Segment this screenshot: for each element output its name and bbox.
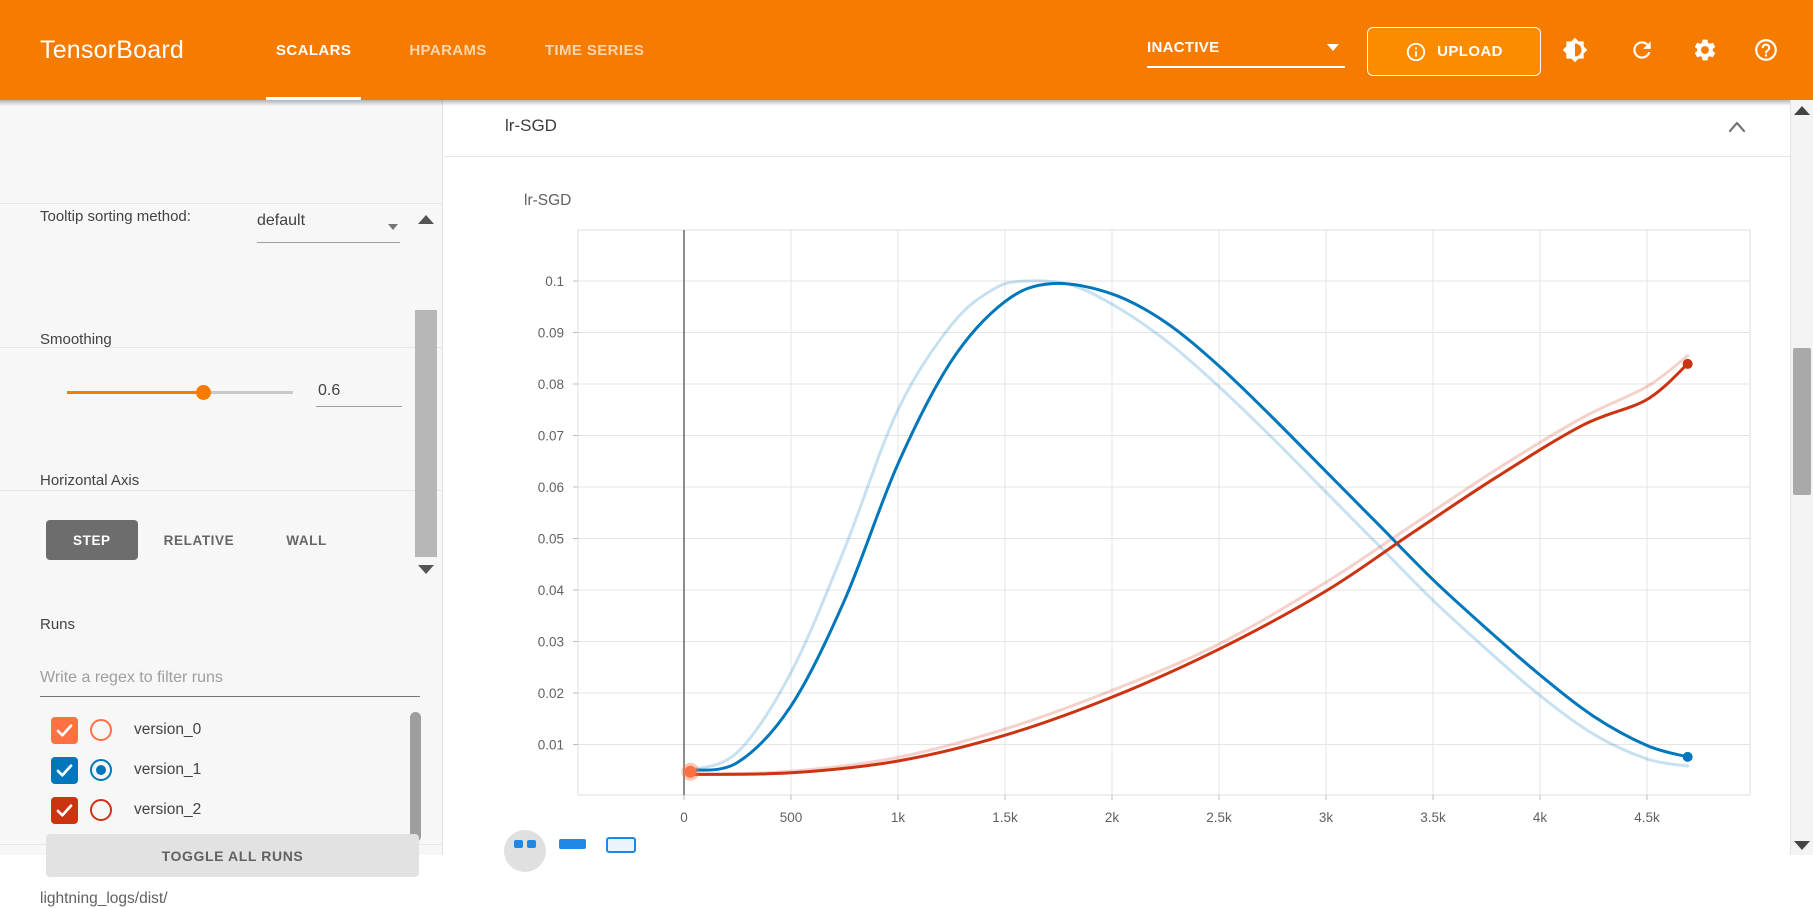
run-checkbox-version_2[interactable]	[51, 796, 78, 824]
horizontal-axis-label: Horizontal Axis	[40, 472, 140, 489]
series-end-dot	[1682, 751, 1693, 762]
y-tick-label: 0.03	[538, 635, 564, 650]
runs-list-scrollbar-thumb[interactable]	[410, 712, 421, 842]
scroll-down-arrow[interactable]	[418, 565, 434, 574]
scroll-up-arrow[interactable]	[1794, 106, 1810, 115]
settings-scrollbar	[415, 205, 437, 578]
slider-fill	[67, 391, 203, 394]
run-status-dropdown[interactable]: INACTIVE	[1147, 28, 1345, 68]
y-tick-label: 0.1	[545, 274, 564, 289]
tab-scalars[interactable]: SCALARS	[265, 0, 362, 100]
tooltip-sorting-value: default	[257, 212, 306, 229]
tab-bar: SCALARS HPARAMS TIME SERIES	[265, 0, 648, 100]
tooltip-sorting-select[interactable]: default	[257, 212, 400, 243]
y-tick-label: 0.06	[538, 480, 564, 495]
y-tick-label: 0.05	[538, 532, 564, 547]
y-tick-label: 0.01	[538, 738, 564, 753]
x-tick-label: 3.5k	[1420, 810, 1446, 825]
run-label: version_1	[134, 761, 202, 778]
gear-icon[interactable]	[1692, 37, 1718, 63]
refresh-icon[interactable]	[1629, 37, 1655, 63]
page-scrollbar	[1790, 100, 1813, 855]
x-tick-label: 4.5k	[1634, 810, 1660, 825]
axis-option-wall[interactable]: WALL	[260, 520, 353, 560]
axis-option-relative[interactable]: RELATIVE	[138, 520, 261, 560]
x-tick-label: 4k	[1533, 810, 1548, 825]
x-tick-label: 0	[680, 810, 688, 825]
series-end-dot	[1682, 358, 1693, 369]
chevron-down-icon	[388, 224, 398, 230]
slider-knob[interactable]	[195, 385, 211, 400]
app-title: TensorBoard	[40, 35, 184, 64]
chevron-down-icon	[1327, 44, 1339, 51]
lr-sgd-chart[interactable]: 0 500 1k 1.5k 2k 2.5k 3k 3.5k 4k 4.5k 0.01 0.02 0.03…	[444, 156, 1788, 855]
series-line-version_2-original-	[688, 354, 1690, 776]
settings-scrollbar-thumb[interactable]	[415, 310, 437, 557]
run-radio-version_2[interactable]	[90, 799, 112, 821]
smoothing-slider[interactable]	[67, 384, 293, 400]
fullscreen-icon[interactable]	[559, 839, 586, 849]
run-status-label: INACTIVE	[1147, 38, 1220, 56]
chart-title: lr-SGD	[524, 192, 572, 209]
page-scrollbar-thumb[interactable]	[1793, 348, 1811, 495]
x-tick-label: 2.5k	[1206, 810, 1232, 825]
tooltip-sorting-label: Tooltip sorting method:	[40, 208, 191, 225]
divider	[0, 347, 443, 348]
runs-title: Runs	[40, 616, 76, 633]
plot-border	[577, 229, 1751, 796]
axis-option-step[interactable]: STEP	[46, 520, 138, 560]
y-tick-label: 0.07	[538, 429, 564, 444]
divider	[0, 203, 443, 204]
series-end-dot	[684, 765, 697, 778]
scalars-dashboard: lr-SGD lr-SGD 0 500 1k 1.5k 2k 2.5k 3k 3.5k 4k 4.…	[444, 100, 1790, 872]
upload-label: UPLOAD	[1437, 43, 1503, 60]
run-radio-version_1[interactable]	[90, 759, 112, 781]
horizontal-axis-button-group: STEP RELATIVE WALL	[46, 520, 353, 560]
x-tick-label: 2k	[1105, 810, 1120, 825]
y-tick-label: 0.04	[538, 583, 565, 598]
run-row-version_0[interactable]: version_0	[0, 710, 443, 750]
brightness-icon[interactable]	[1562, 37, 1588, 63]
tab-time-series[interactable]: TIME SERIES	[544, 41, 645, 59]
runs-filter-input[interactable]	[40, 660, 420, 697]
runs-list: version_0 version_1 version_2	[0, 710, 443, 830]
pin-icon[interactable]	[504, 830, 546, 872]
help-icon[interactable]	[1753, 37, 1779, 63]
y-tick-label: 0.09	[538, 326, 564, 341]
x-tick-label: 1.5k	[992, 810, 1018, 825]
upload-button[interactable]: UPLOAD	[1367, 27, 1541, 76]
run-row-version_1[interactable]: version_1	[0, 750, 443, 790]
series-line-version_1-smoothed-	[688, 281, 1690, 772]
run-label: version_0	[134, 721, 202, 738]
tag-group-header[interactable]: lr-SGD	[444, 101, 1790, 157]
fit-data-icon[interactable]	[606, 837, 636, 853]
run-checkbox-version_1[interactable]	[51, 756, 78, 784]
smoothing-value-field[interactable]	[316, 376, 402, 407]
smoothing-label: Smoothing	[40, 331, 112, 348]
tab-hparams[interactable]: HPARAMS	[409, 41, 487, 59]
run-checkbox-version_0[interactable]	[51, 716, 78, 744]
y-tick-label: 0.02	[538, 686, 564, 701]
chart-toolbar	[484, 830, 744, 872]
chevron-up-icon[interactable]	[1728, 121, 1746, 133]
scroll-down-arrow[interactable]	[1794, 841, 1810, 850]
divider	[0, 490, 443, 491]
run-radio-version_0[interactable]	[90, 719, 112, 741]
app-bar: TensorBoard SCALARS HPARAMS TIME SERIES IN…	[0, 0, 1813, 100]
tag-group-title: lr-SGD	[505, 116, 557, 135]
series-line-version_2-smoothed-	[688, 362, 1690, 776]
scroll-up-arrow[interactable]	[418, 215, 434, 224]
x-tick-label: 3k	[1319, 810, 1334, 825]
y-tick-label: 0.08	[538, 377, 564, 392]
info-icon	[1406, 42, 1426, 61]
toggle-all-runs-button[interactable]: TOGGLE ALL RUNS	[46, 834, 419, 877]
settings-sidebar: Tooltip sorting method: default Smoothin…	[0, 100, 443, 907]
x-tick-label: 500	[780, 810, 803, 825]
run-row-version_2[interactable]: version_2	[0, 790, 443, 830]
log-directory-label: lightning_logs/dist/	[40, 890, 168, 907]
series-line-version_1-original-	[688, 279, 1690, 772]
x-tick-label: 1k	[891, 810, 906, 825]
run-label: version_2	[134, 801, 202, 818]
